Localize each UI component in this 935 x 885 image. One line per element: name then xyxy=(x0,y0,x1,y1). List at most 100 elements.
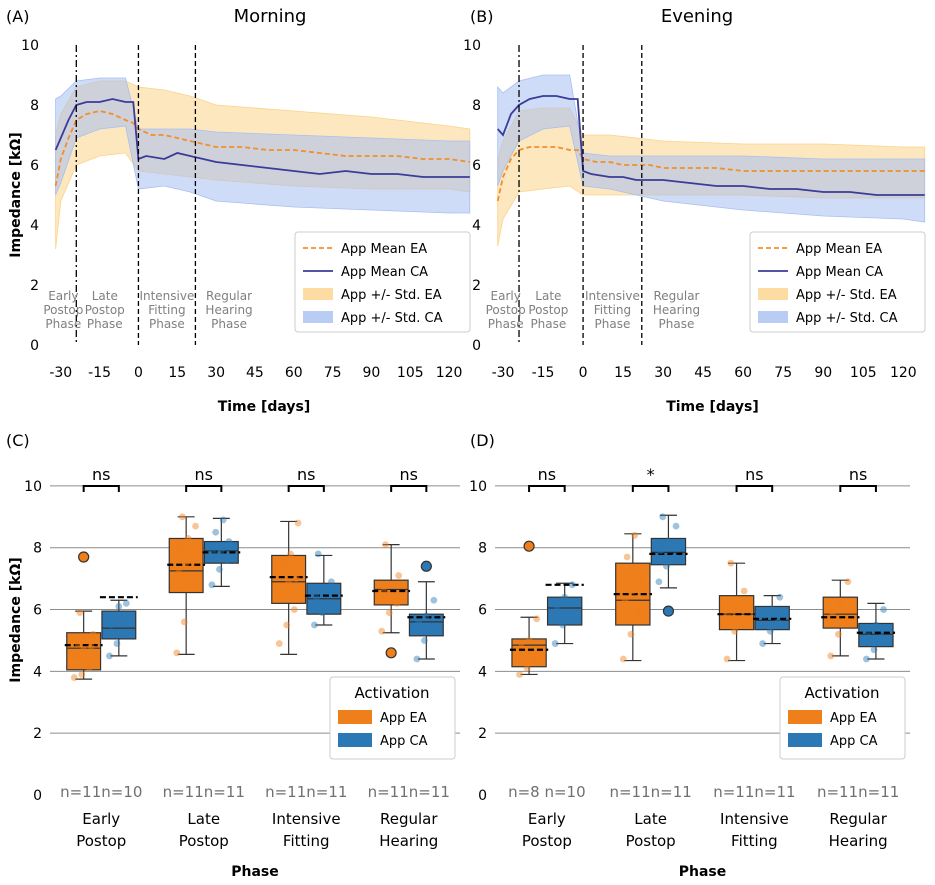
y-tick-label: 6 xyxy=(30,158,39,174)
data-point xyxy=(655,578,663,586)
n-label: n=11n=11 xyxy=(609,783,691,801)
data-point xyxy=(863,655,870,663)
category-label: Fitting xyxy=(283,832,330,850)
data-point xyxy=(551,640,559,647)
phase-label: Postop xyxy=(528,303,568,317)
significance-bracket xyxy=(82,485,120,492)
data-point xyxy=(727,559,735,567)
legend-swatch xyxy=(788,710,822,724)
legend-entry: App EA xyxy=(830,711,877,726)
x-tick-label: -15 xyxy=(88,365,111,381)
data-point xyxy=(663,562,670,570)
outlier-point xyxy=(78,551,90,563)
y-axis-label: Impedance [kΩ] xyxy=(8,132,24,257)
outlier-point xyxy=(420,560,432,572)
legend-swatch xyxy=(338,733,372,747)
category-label: Postop xyxy=(522,832,572,850)
y-tick-label: 2 xyxy=(472,278,481,294)
data-point xyxy=(208,581,216,589)
box-ca xyxy=(753,593,792,647)
data-point xyxy=(430,596,438,604)
legend-entry: App EA xyxy=(380,711,427,726)
y-tick-label: 2 xyxy=(30,278,39,294)
phase-label: Fitting xyxy=(594,303,631,317)
data-point xyxy=(415,618,423,626)
box-ca xyxy=(202,516,241,589)
data-point xyxy=(738,618,746,626)
phase-label: Early xyxy=(48,289,78,303)
data-point xyxy=(287,550,294,558)
legend-entry: App +/- Std. EA xyxy=(796,288,897,303)
data-point xyxy=(318,609,326,617)
data-point xyxy=(106,652,113,660)
data-point xyxy=(621,596,629,604)
legend-title: Activation xyxy=(804,684,879,702)
data-point xyxy=(413,655,421,663)
data-point xyxy=(70,674,78,681)
data-point xyxy=(637,575,644,583)
data-point xyxy=(835,630,842,638)
y-tick-label: 4 xyxy=(30,218,39,234)
n-label: n=11n=10 xyxy=(60,783,142,801)
significance-bracket xyxy=(185,485,223,492)
data-point xyxy=(219,516,227,524)
legend-entry: App CA xyxy=(380,734,428,749)
phase-label: Postop xyxy=(486,303,526,317)
data-point xyxy=(566,609,574,617)
y-tick-label: 6 xyxy=(33,603,42,619)
y-tick-label: 0 xyxy=(30,338,39,354)
data-point xyxy=(516,671,523,678)
data-point xyxy=(294,519,302,527)
data-point xyxy=(223,556,231,564)
outlier-point xyxy=(662,605,675,617)
panel-letter: (A) xyxy=(6,7,29,26)
box-panel-d: (D) 0 2 4 6 8 10 ns n=8 n=10 Early Postop * n=11n=11… xyxy=(469,431,910,880)
data-point xyxy=(122,599,130,607)
x-tick-label: 90 xyxy=(814,365,832,381)
data-point xyxy=(523,664,531,672)
n-label: n=8 n=10 xyxy=(508,783,586,801)
legend-entry: App Mean CA xyxy=(796,265,883,280)
data-point xyxy=(393,599,401,607)
box-ca xyxy=(407,560,446,663)
data-point xyxy=(210,550,218,558)
phase-label: Postop xyxy=(85,303,125,317)
phase-label: Phase xyxy=(659,317,695,331)
x-tick-label: 120 xyxy=(890,365,917,381)
category-label: Early xyxy=(82,810,120,828)
data-point xyxy=(422,612,430,620)
x-axis-label: Time [days] xyxy=(218,399,311,415)
data-point xyxy=(842,618,850,626)
mean-line-ea xyxy=(54,110,470,187)
n-label: n=11n=11 xyxy=(817,783,899,801)
x-tick-label: 60 xyxy=(285,365,303,381)
line-panel-a: (A) MorningEarlyPostopPhaseLatePostopPhas… xyxy=(6,6,471,415)
y-tick-label: 8 xyxy=(30,98,39,114)
box-panel-c: (C) 0 2 4 6 8 10 ns n=11n=10 Early Postop ns n=11n=1… xyxy=(6,431,460,880)
panel-letter: (C) xyxy=(6,431,30,450)
mean-line-ca xyxy=(497,95,925,196)
significance-bracket xyxy=(735,485,774,492)
phase-label: Phase xyxy=(87,317,123,331)
n-label: n=11n=11 xyxy=(368,783,450,801)
data-point xyxy=(740,587,748,595)
n-label: n=11n=11 xyxy=(713,783,795,801)
data-point xyxy=(275,640,283,647)
data-point xyxy=(179,513,186,521)
category-label: Postop xyxy=(76,832,126,850)
x-tick-label: -30 xyxy=(49,365,72,381)
category-label: Intensive xyxy=(272,810,341,828)
data-point xyxy=(115,603,123,610)
data-point xyxy=(844,578,852,586)
data-point xyxy=(635,609,642,617)
y-axis-label: Impedance [kΩ] xyxy=(8,557,24,682)
box-ca xyxy=(304,550,343,629)
data-point xyxy=(78,671,86,678)
x-tick-label: 90 xyxy=(363,365,381,381)
data-point xyxy=(870,646,878,654)
data-point xyxy=(657,547,665,555)
category-label: Postop xyxy=(626,832,676,850)
data-point xyxy=(672,522,680,530)
data-point xyxy=(629,587,637,595)
